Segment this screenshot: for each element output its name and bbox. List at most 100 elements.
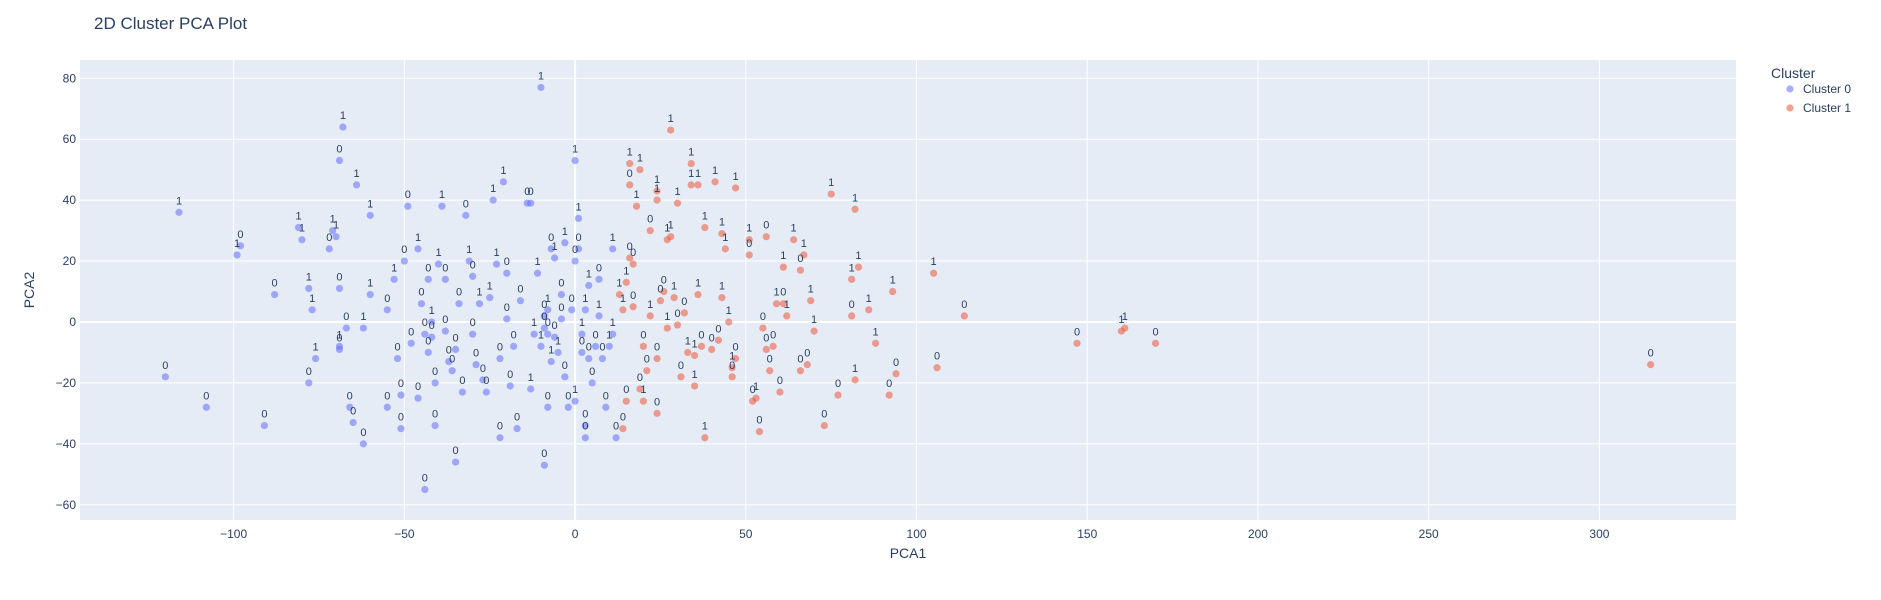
point-cluster-0[interactable] xyxy=(335,345,344,354)
point-cluster-1[interactable] xyxy=(755,428,764,436)
point-cluster-1[interactable] xyxy=(827,190,835,198)
point-cluster-0[interactable] xyxy=(462,211,470,219)
point-cluster-0[interactable] xyxy=(202,403,210,411)
point-cluster-0[interactable] xyxy=(602,403,610,411)
point-cluster-1[interactable] xyxy=(1151,339,1160,347)
point-cluster-0[interactable] xyxy=(544,330,552,338)
point-cluster-1[interactable] xyxy=(745,236,753,244)
point-cluster-1[interactable] xyxy=(653,409,661,417)
point-cluster-0[interactable] xyxy=(424,275,432,283)
point-cluster-0[interactable] xyxy=(431,379,439,387)
point-cluster-0[interactable] xyxy=(547,245,555,253)
point-cluster-0[interactable] xyxy=(609,245,617,253)
point-cluster-0[interactable] xyxy=(578,330,586,338)
point-cluster-1[interactable] xyxy=(892,370,900,378)
point-cluster-1[interactable] xyxy=(680,309,688,317)
point-cluster-1[interactable] xyxy=(1121,324,1129,332)
point-cluster-1[interactable] xyxy=(728,373,736,381)
point-cluster-0[interactable] xyxy=(421,330,429,338)
point-cluster-0[interactable] xyxy=(397,391,405,399)
point-cluster-1[interactable] xyxy=(653,354,661,363)
point-cluster-0[interactable] xyxy=(561,373,569,381)
point-cluster-0[interactable] xyxy=(547,357,555,366)
point-cluster-0[interactable] xyxy=(513,425,521,433)
point-cluster-1[interactable] xyxy=(711,178,719,186)
point-cluster-1[interactable] xyxy=(714,336,723,344)
point-cluster-1[interactable] xyxy=(639,397,647,405)
point-cluster-0[interactable] xyxy=(342,324,350,332)
point-cluster-0[interactable] xyxy=(421,485,429,494)
point-cluster-0[interactable] xyxy=(455,300,463,308)
point-cluster-1[interactable] xyxy=(653,187,661,195)
point-cluster-1[interactable] xyxy=(701,223,709,232)
point-cluster-0[interactable] xyxy=(581,306,589,314)
point-cluster-1[interactable] xyxy=(663,324,671,332)
point-cluster-1[interactable] xyxy=(718,230,726,238)
point-cluster-0[interactable] xyxy=(393,354,402,363)
point-cluster-1[interactable] xyxy=(718,294,726,302)
point-cluster-1[interactable] xyxy=(731,354,740,363)
point-cluster-1[interactable] xyxy=(731,184,740,192)
point-cluster-0[interactable] xyxy=(612,434,620,442)
legend[interactable]: Cluster Cluster 0 Cluster 1 xyxy=(1771,65,1851,115)
point-cluster-0[interactable] xyxy=(492,260,501,268)
point-cluster-0[interactable] xyxy=(428,333,436,341)
point-cluster-0[interactable] xyxy=(404,202,412,210)
point-cluster-0[interactable] xyxy=(271,290,279,299)
point-cluster-1[interactable] xyxy=(783,312,791,320)
point-cluster-1[interactable] xyxy=(626,159,634,168)
legend-item-0[interactable]: Cluster 0 xyxy=(1803,82,1851,96)
point-cluster-0[interactable] xyxy=(339,123,347,131)
point-cluster-1[interactable] xyxy=(779,300,787,308)
point-cluster-0[interactable] xyxy=(581,421,589,430)
point-cluster-1[interactable] xyxy=(762,233,770,241)
point-cluster-0[interactable] xyxy=(564,403,572,411)
point-cluster-0[interactable] xyxy=(298,236,306,244)
point-cluster-0[interactable] xyxy=(445,357,453,366)
point-cluster-0[interactable] xyxy=(311,354,320,363)
point-cluster-1[interactable] xyxy=(728,364,736,372)
point-cluster-1[interactable] xyxy=(667,233,675,241)
point-cluster-1[interactable] xyxy=(790,236,798,244)
point-cluster-0[interactable] xyxy=(359,324,367,332)
point-cluster-0[interactable] xyxy=(236,242,245,250)
point-cluster-0[interactable] xyxy=(482,388,490,396)
point-cluster-0[interactable] xyxy=(424,348,432,357)
point-cluster-1[interactable] xyxy=(690,351,699,360)
point-cluster-0[interactable] xyxy=(359,440,367,448)
point-cluster-0[interactable] xyxy=(469,330,477,338)
point-cluster-0[interactable] xyxy=(574,214,583,223)
point-cluster-0[interactable] xyxy=(441,327,449,335)
point-cluster-0[interactable] xyxy=(308,306,316,314)
point-cluster-1[interactable] xyxy=(687,159,695,168)
point-cluster-0[interactable] xyxy=(451,345,460,354)
point-cluster-1[interactable] xyxy=(725,318,733,326)
point-cluster-1[interactable] xyxy=(708,345,716,354)
point-cluster-1[interactable] xyxy=(851,376,859,384)
point-cluster-0[interactable] xyxy=(496,354,504,363)
point-cluster-1[interactable] xyxy=(677,373,685,381)
point-cluster-0[interactable] xyxy=(332,233,340,241)
point-cluster-1[interactable] xyxy=(820,421,828,430)
point-cluster-1[interactable] xyxy=(694,290,702,299)
point-cluster-0[interactable] xyxy=(540,461,548,469)
point-cluster-0[interactable] xyxy=(527,199,535,207)
point-cluster-1[interactable] xyxy=(701,434,709,442)
point-cluster-0[interactable] xyxy=(595,275,603,283)
point-cluster-1[interactable] xyxy=(626,254,634,262)
point-cluster-0[interactable] xyxy=(506,382,514,390)
point-cluster-0[interactable] xyxy=(305,379,313,387)
point-cluster-1[interactable] xyxy=(803,361,811,369)
point-cluster-1[interactable] xyxy=(673,199,682,207)
point-cluster-0[interactable] xyxy=(578,348,586,357)
point-cluster-0[interactable] xyxy=(585,281,593,290)
point-cluster-0[interactable] xyxy=(400,257,408,265)
point-cluster-1[interactable] xyxy=(656,297,665,305)
point-cluster-1[interactable] xyxy=(1647,361,1655,369)
point-cluster-0[interactable] xyxy=(434,260,443,268)
point-cluster-1[interactable] xyxy=(752,394,760,402)
point-cluster-1[interactable] xyxy=(667,126,675,134)
point-cluster-0[interactable] xyxy=(554,348,562,357)
point-cluster-0[interactable] xyxy=(175,208,183,216)
point-cluster-1[interactable] xyxy=(670,294,678,302)
